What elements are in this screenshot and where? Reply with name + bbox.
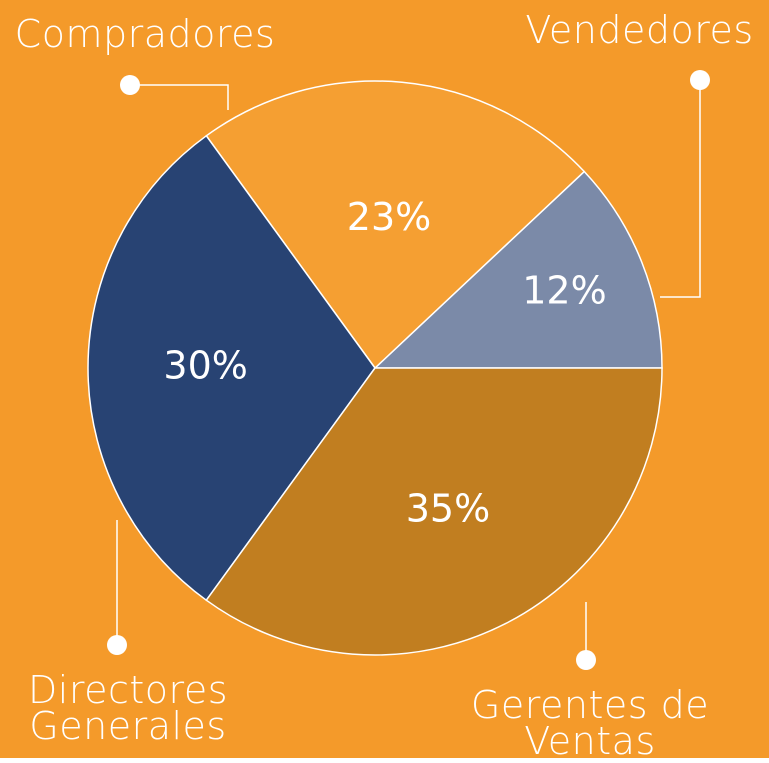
pie-slice (205, 80, 586, 370)
pie-slice (373, 170, 663, 369)
callout-line (130, 84, 229, 110)
pie-slice (205, 367, 663, 656)
callout-line (660, 80, 701, 298)
pie (87, 80, 663, 656)
value-label: 35% (406, 487, 490, 531)
category-label: Compradores (14, 12, 276, 56)
value-label: 30% (163, 344, 247, 388)
category-label: Vendedores (525, 8, 754, 52)
callout-dot (576, 650, 596, 670)
value-label: 23% (347, 195, 431, 239)
pie-slice (87, 134, 376, 602)
callout-dot (107, 635, 127, 655)
callout-dot (120, 75, 140, 95)
category-label: Directores Generales (28, 668, 228, 748)
callout-dot (690, 70, 710, 90)
category-label: Gerentes de Ventas (470, 683, 710, 763)
value-label: 12% (522, 268, 606, 312)
callout-dots (107, 70, 710, 670)
